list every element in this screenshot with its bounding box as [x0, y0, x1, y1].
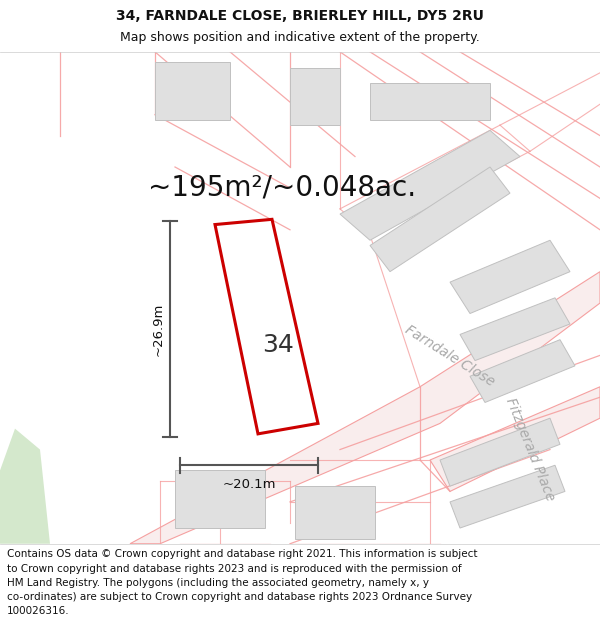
- Polygon shape: [430, 387, 600, 491]
- Polygon shape: [370, 167, 510, 272]
- Polygon shape: [215, 219, 318, 434]
- Polygon shape: [130, 272, 600, 544]
- Text: Farndale Close: Farndale Close: [403, 322, 497, 389]
- Text: Map shows position and indicative extent of the property.: Map shows position and indicative extent…: [120, 31, 480, 44]
- Polygon shape: [340, 131, 520, 240]
- Text: to Crown copyright and database rights 2023 and is reproduced with the permissio: to Crown copyright and database rights 2…: [7, 564, 462, 574]
- Polygon shape: [370, 83, 490, 120]
- Polygon shape: [0, 429, 50, 544]
- Polygon shape: [450, 240, 570, 314]
- Polygon shape: [290, 68, 340, 125]
- Text: Fitzgerald Place: Fitzgerald Place: [503, 396, 557, 503]
- Text: ~195m²/~0.048ac.: ~195m²/~0.048ac.: [148, 174, 416, 202]
- Text: ~26.9m: ~26.9m: [151, 302, 164, 356]
- Polygon shape: [450, 465, 565, 528]
- Polygon shape: [175, 471, 265, 528]
- Text: Contains OS data © Crown copyright and database right 2021. This information is : Contains OS data © Crown copyright and d…: [7, 549, 478, 559]
- Text: 34, FARNDALE CLOSE, BRIERLEY HILL, DY5 2RU: 34, FARNDALE CLOSE, BRIERLEY HILL, DY5 2…: [116, 9, 484, 22]
- Text: co-ordinates) are subject to Crown copyright and database rights 2023 Ordnance S: co-ordinates) are subject to Crown copyr…: [7, 592, 472, 602]
- Polygon shape: [155, 62, 230, 120]
- Polygon shape: [460, 298, 570, 361]
- Polygon shape: [470, 339, 575, 402]
- Polygon shape: [295, 486, 375, 539]
- Text: HM Land Registry. The polygons (including the associated geometry, namely x, y: HM Land Registry. The polygons (includin…: [7, 578, 429, 588]
- Text: 100026316.: 100026316.: [7, 606, 70, 616]
- Polygon shape: [440, 418, 560, 486]
- Text: ~20.1m: ~20.1m: [222, 478, 276, 491]
- Text: 34: 34: [262, 333, 294, 357]
